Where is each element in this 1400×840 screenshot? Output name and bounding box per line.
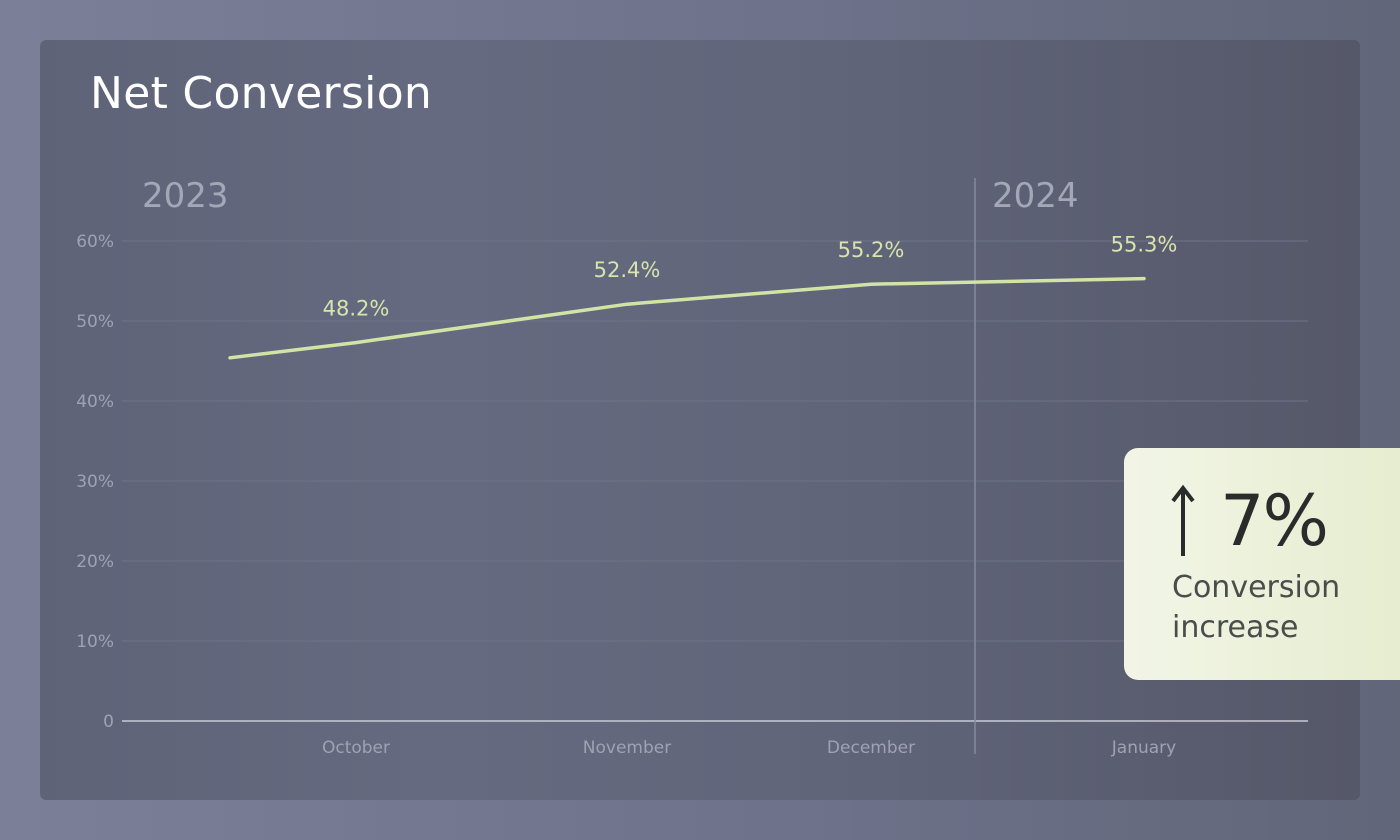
x-tick-label: December (827, 738, 915, 758)
y-tick-label: 10% (76, 632, 114, 652)
y-tick-label: 20% (76, 552, 114, 572)
year-label-2024: 2024 (992, 176, 1079, 216)
data-label: 52.4% (594, 258, 661, 282)
data-label: 48.2% (323, 297, 390, 321)
y-tick-label: 30% (76, 472, 114, 492)
y-tick-label: 60% (76, 232, 114, 252)
chart-title: Net Conversion (90, 68, 433, 119)
year-label-2023: 2023 (142, 176, 229, 216)
increase-value: 7% (1220, 480, 1329, 562)
x-tick-label: October (322, 738, 390, 758)
up-arrow-icon (1171, 484, 1195, 556)
x-tick-label: January (1111, 738, 1176, 758)
conversion-increase-badge: 7% Conversion increase (1124, 448, 1400, 680)
x-tick-label: November (583, 738, 671, 758)
increase-label: Conversion increase (1172, 570, 1341, 645)
chart-card: Net Conversion (40, 40, 1360, 800)
data-label: 55.3% (1111, 233, 1178, 257)
y-tick-label: 50% (76, 312, 114, 332)
y-tick-label: 40% (76, 392, 114, 412)
y-tick-label: 0 (103, 712, 114, 732)
data-label: 55.2% (838, 238, 905, 262)
